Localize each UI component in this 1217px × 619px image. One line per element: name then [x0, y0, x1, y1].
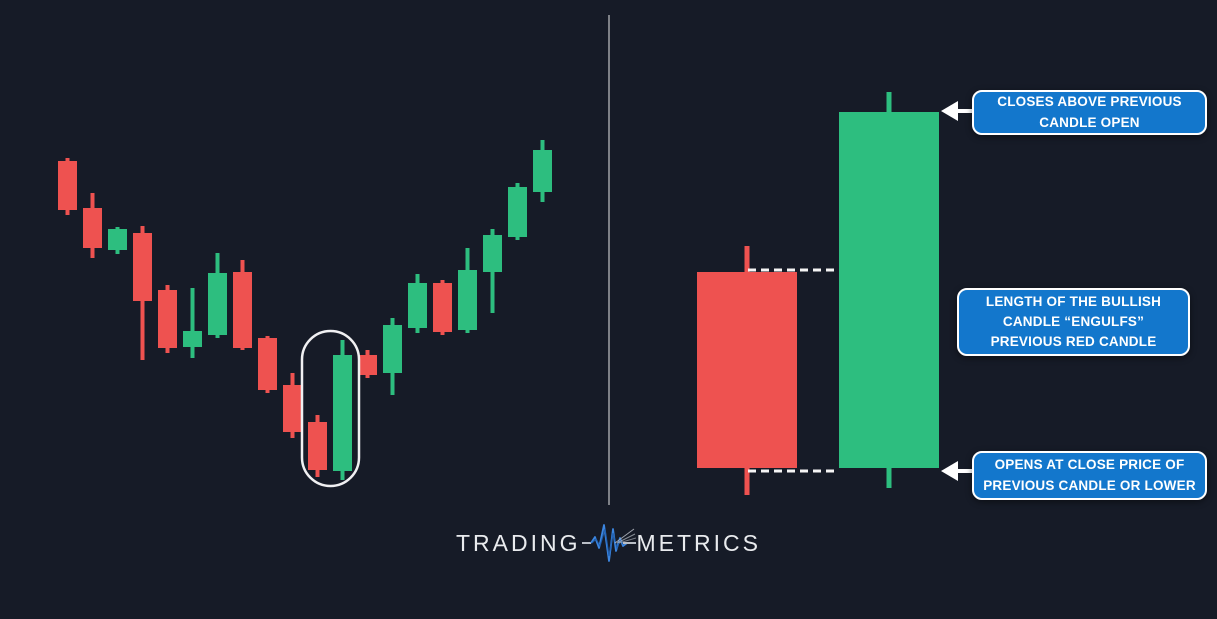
- logo-text-trading: TRADING: [456, 529, 581, 556]
- bearish-candle-body: [58, 161, 77, 210]
- bearish-candle-body: [158, 290, 177, 348]
- bearish-candle-body: [283, 385, 302, 432]
- bullish-candle-body: [183, 331, 202, 347]
- annotation-engulfs-previous-candle: LENGTH OF THE BULLISH CANDLE “ENGULFS” P…: [957, 288, 1190, 356]
- bullish-candle-body: [333, 355, 352, 471]
- bearish-candle-body: [233, 272, 252, 348]
- bearish-candle-body: [358, 355, 377, 375]
- arrow-shaft: [956, 469, 974, 473]
- bullish-candle-body: [383, 325, 402, 373]
- candlestick-chart: [58, 140, 552, 480]
- bearish-candle-body: [133, 233, 152, 301]
- highlight-ring: [300, 329, 361, 488]
- bullish-candle-body: [208, 273, 227, 335]
- left-arrow-icon: [941, 461, 958, 481]
- brand-logo: TRADING METRICS: [0, 521, 1217, 565]
- bearish-candle-body: [83, 208, 102, 248]
- bullish-candle-body: [108, 229, 127, 250]
- bearish-candle-body: [258, 338, 277, 390]
- bearish-candle-body: [308, 422, 327, 470]
- left-arrow-icon: [941, 101, 958, 121]
- bullish-candle-body: [483, 235, 502, 272]
- annotation-opens-at-close-or-lower: OPENS AT CLOSE PRICE OF PREVIOUS CANDLE …: [972, 451, 1207, 500]
- bearish-candle-body: [433, 283, 452, 332]
- pattern-highlight-ring: [300, 329, 361, 488]
- waveform-icon: [581, 524, 636, 562]
- bullish-candle-wick: [190, 288, 195, 358]
- section-divider: [608, 15, 610, 505]
- annotation-closes-above-previous-open: CLOSES ABOVE PREVIOUS CANDLE OPEN: [972, 90, 1207, 135]
- pattern-detail-diagram: [697, 92, 974, 495]
- arrow-shaft: [956, 109, 974, 113]
- bullish-candle-body: [839, 112, 939, 468]
- logo-text-metrics: METRICS: [636, 529, 761, 556]
- bullish-candle-body: [408, 283, 427, 328]
- bullish-candle-body: [508, 187, 527, 237]
- bullish-candle-body: [458, 270, 477, 330]
- bearish-candle-body: [697, 272, 797, 468]
- bullish-candle-body: [533, 150, 552, 192]
